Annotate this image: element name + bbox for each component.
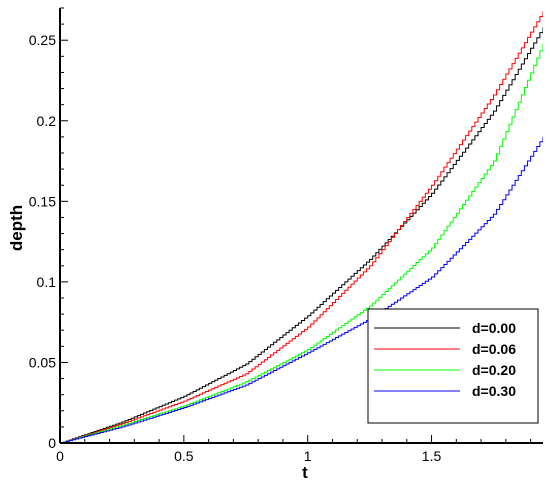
x-tick-label: 1 [304, 448, 312, 464]
x-axis-title: t [302, 463, 308, 482]
x-tick-label: 1.5 [422, 448, 442, 464]
y-tick-label: 0.2 [37, 113, 57, 129]
legend-label: d=0.20 [472, 362, 516, 378]
legend-label: d=0.06 [472, 341, 516, 357]
series-line-0 [60, 27, 543, 443]
plot-area [60, 11, 543, 443]
series-line-3 [60, 136, 543, 443]
legend: d=0.00 d=0.06 d=0.20 d=0.30 [367, 308, 539, 424]
legend-label: d=0.30 [472, 383, 516, 399]
y-tick-label: 0.15 [29, 193, 56, 209]
series-line-1 [60, 11, 543, 443]
y-tick-label: 0.25 [29, 32, 56, 48]
y-tick-label: 0.05 [29, 354, 56, 370]
y-axis-title: depth [7, 205, 26, 251]
legend-label: d=0.00 [472, 320, 516, 336]
y-tick-label: 0.1 [37, 274, 57, 290]
axes: 0 0.5 1 1.5 0 0.05 0.1 0.15 0.2 0.25 [29, 7, 543, 464]
x-tick-label: 0.5 [174, 448, 194, 464]
y-tick-label: 0 [48, 435, 56, 451]
series-line-2 [60, 43, 543, 443]
x-tick-label: 0 [56, 448, 64, 464]
